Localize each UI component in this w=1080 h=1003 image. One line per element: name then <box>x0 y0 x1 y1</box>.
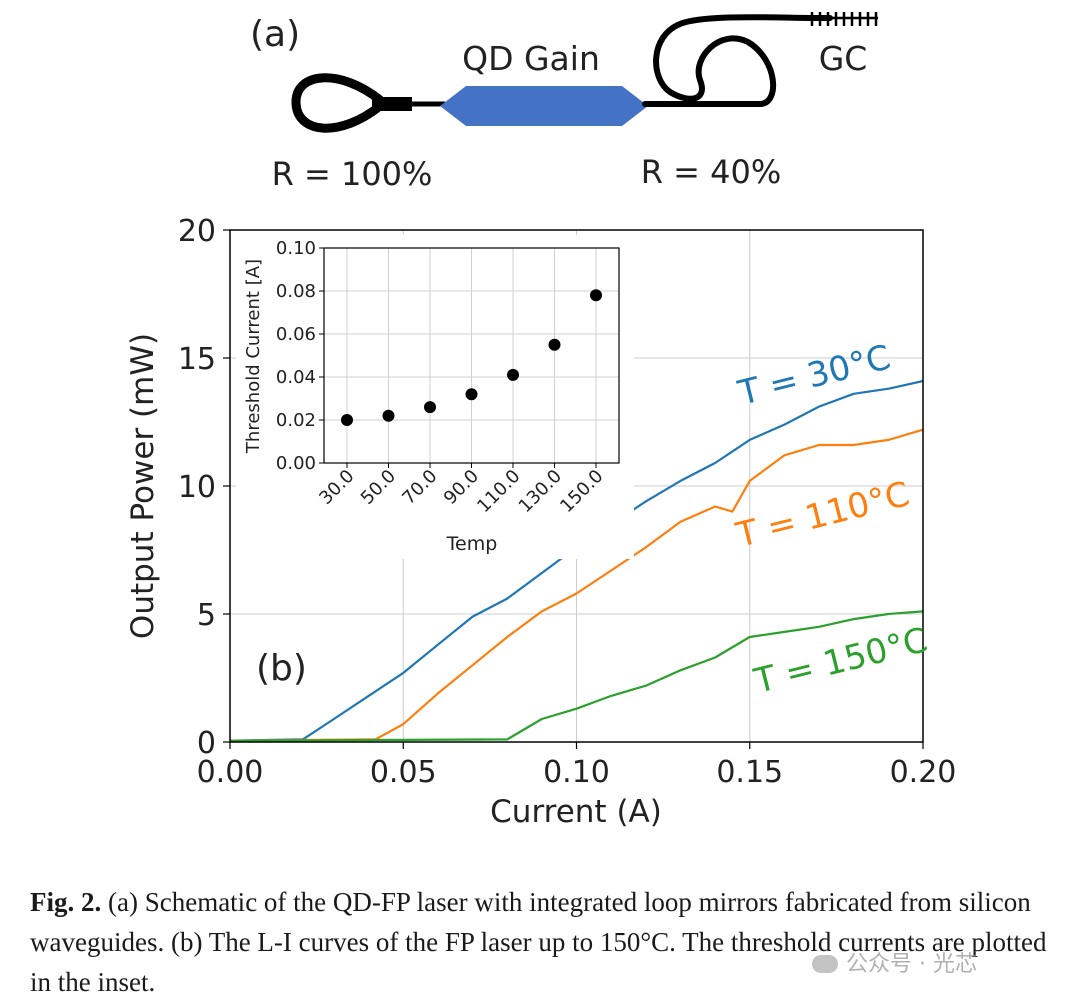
main-ticks: 0.00 0.05 0.10 0.15 0.20 0 5 10 15 20 <box>178 214 957 790</box>
qd-gain-label: QD Gain <box>462 39 600 78</box>
inset-y-axis-label: Threshold Current [A] <box>243 259 264 454</box>
schematic: (a) QD Gain GC R = 100% R = 40% <box>250 12 878 193</box>
inset-y-tick-label: 0.10 <box>276 238 316 259</box>
series-line-1 <box>229 428 924 742</box>
main-x-tick-label: 0.15 <box>716 755 783 790</box>
caption-text: (a) Schematic of the QD-FP laser with in… <box>30 887 1047 997</box>
threshold-inset-chart: 0.000.020.040.060.080.1030.050.070.090.0… <box>236 235 634 559</box>
panel-b-label: (b) <box>256 648 307 689</box>
figure-caption: Fig. 2. (a) Schematic of the QD-FP laser… <box>30 882 1065 1002</box>
caption-label: Fig. 2. <box>30 887 102 917</box>
wechat-icon <box>812 955 838 973</box>
figure-canvas: (a) QD Gain GC R = 100% R = 40% 0.00 0.05… <box>125 12 957 830</box>
main-y-axis-label: Output Power (mW) <box>125 333 161 639</box>
threshold-point <box>424 401 436 414</box>
threshold-point <box>382 409 395 422</box>
main-y-tick-label: 15 <box>178 342 216 377</box>
inset-background <box>236 235 634 559</box>
left-mirror-reflectivity: R = 100% <box>272 155 433 193</box>
main-y-tick-label: 10 <box>178 470 216 505</box>
watermark: 公众号 · 光芯 <box>812 946 977 978</box>
threshold-point <box>507 368 519 381</box>
main-y-tick-label: 20 <box>178 214 216 249</box>
right-mirror-reflectivity: R = 40% <box>641 153 782 191</box>
panel-a-label: (a) <box>250 14 300 55</box>
main-x-tick-label: 0.00 <box>197 755 264 790</box>
inset-y-tick-label: 0.08 <box>276 281 316 302</box>
threshold-point <box>341 414 353 426</box>
main-x-tick-label: 0.10 <box>543 755 610 790</box>
grating-coupler <box>810 12 878 26</box>
right-waveguide-loop <box>642 14 833 107</box>
threshold-point <box>590 289 602 302</box>
main-x-tick-label: 0.05 <box>370 755 437 790</box>
main-y-tick-label: 5 <box>197 598 216 633</box>
left-coupler <box>372 97 412 111</box>
left-loop-mirror <box>291 73 385 133</box>
threshold-point <box>465 388 478 401</box>
main-y-tick-label: 0 <box>197 726 216 761</box>
series-line-2 <box>229 610 924 742</box>
inset-y-tick-label: 0.02 <box>276 410 316 431</box>
threshold-point <box>548 338 561 351</box>
inset-y-tick-label: 0.04 <box>276 367 316 388</box>
main-x-axis-label: Current (A) <box>490 794 662 830</box>
inset-x-axis-label: Temp <box>446 533 498 555</box>
main-x-tick-label: 0.20 <box>890 755 957 790</box>
inset-y-tick-label: 0.00 <box>276 453 316 474</box>
qd-gain-section <box>440 86 648 126</box>
series-label-30c: T = 30°C <box>734 337 895 414</box>
gc-label: GC <box>819 39 868 78</box>
inset-points-group <box>341 289 602 426</box>
watermark-text: 公众号 · 光芯 <box>846 952 977 977</box>
inset-y-tick-label: 0.06 <box>276 324 316 345</box>
